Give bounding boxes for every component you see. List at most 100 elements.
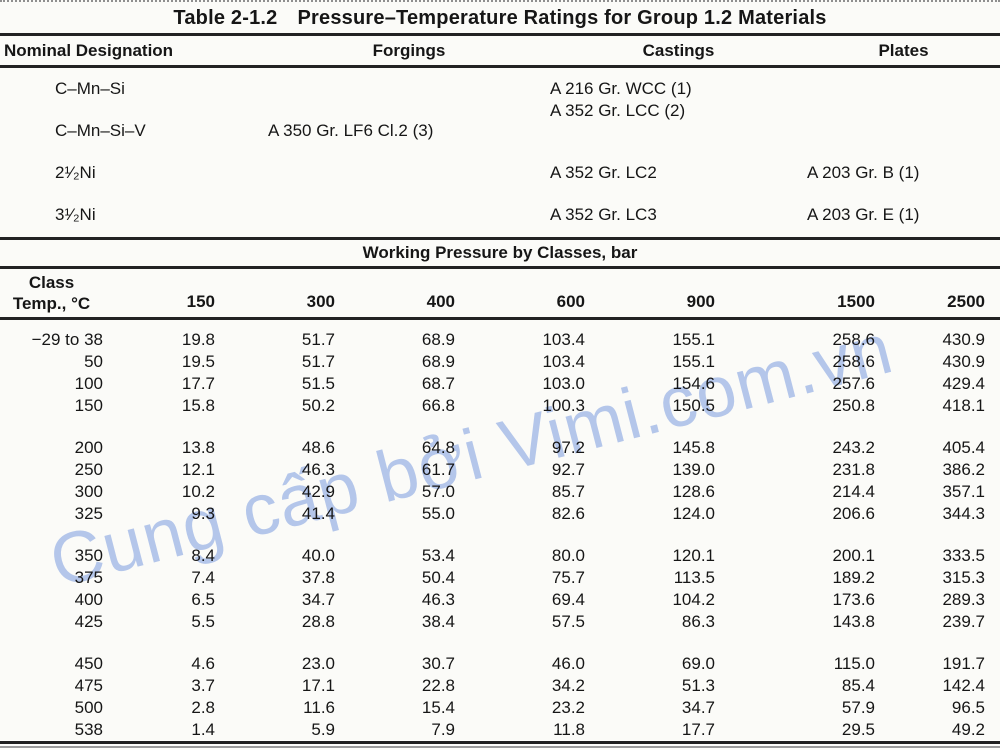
pressure-value-cell: 189.2 xyxy=(832,567,875,587)
col-header-castings: Castings xyxy=(642,40,715,60)
pressure-row: 538 1.4 5.9 7.9 11.8 17.7 29.5 49.2 xyxy=(0,719,1000,741)
pressure-value-cell: 57.9 xyxy=(841,697,875,717)
temp-cell: −29 to 38 xyxy=(31,329,103,349)
pressure-value-cell: 15.4 xyxy=(421,697,455,717)
top-dotted-divider xyxy=(0,0,1000,2)
pressure-value-cell: 64.8 xyxy=(421,437,455,457)
pressure-value-cell: 86.3 xyxy=(681,611,715,631)
pressure-value-cell: 19.8 xyxy=(181,329,215,349)
pressure-value-cell: 46.3 xyxy=(301,459,335,479)
table-title: Table 2-1.2 Pressure–Temperature Ratings … xyxy=(0,2,1000,33)
pressure-value-cell: 429.4 xyxy=(942,373,985,393)
temp-cell: 450 xyxy=(74,653,103,673)
pressure-value-cell: 28.8 xyxy=(301,611,335,631)
pressure-row: 325 9.3 41.4 55.0 82.6 124.0 206.6 344.3 xyxy=(0,503,1000,525)
pressure-value-cell: 4.6 xyxy=(191,653,215,673)
class-header-row: Class Temp., °C 150 300 400 600 900 1500… xyxy=(0,269,1000,320)
pressure-value-cell: 357.1 xyxy=(942,481,985,501)
temp-cell: 375 xyxy=(74,567,103,587)
material-designation: C–Mn–Si–V xyxy=(55,121,146,140)
pressure-value-cell: 38.4 xyxy=(421,611,455,631)
pressure-value-cell: 23.2 xyxy=(551,697,585,717)
material-row: 2¹⁄₂Ni A 352 Gr. LC2 A 203 Gr. B (1) xyxy=(0,162,1000,204)
pressure-value-cell: 34.2 xyxy=(551,675,585,695)
material-forgings: A 350 Gr. LF6 Cl.2 (3) xyxy=(268,121,434,140)
pressure-value-cell: 50.4 xyxy=(421,567,455,587)
pressure-value-cell: 10.2 xyxy=(181,481,215,501)
pressure-row: 100 17.7 51.5 68.7 103.0 154.6 257.6 429.4 xyxy=(0,373,1000,395)
pressure-row: 500 2.8 11.6 15.4 23.2 34.7 57.9 96.5 xyxy=(0,697,1000,719)
pressure-value-cell: 34.7 xyxy=(681,697,715,717)
pressure-row: 200 13.8 48.6 64.8 97.2 145.8 243.2 405.4 xyxy=(0,437,1000,459)
pressure-value-cell: 120.1 xyxy=(672,545,715,565)
table-title-text: Pressure–Temperature Ratings for Group 1… xyxy=(297,7,827,29)
pressure-value-cell: 333.5 xyxy=(942,545,985,565)
pressure-value-cell: 17.1 xyxy=(301,675,335,695)
group-spacer-row xyxy=(0,633,1000,653)
materials-rows: C–Mn–Si A 216 Gr. WCC (1) A 352 Gr. LCC … xyxy=(0,68,1000,237)
col-header-forgings: Forgings xyxy=(372,40,446,60)
temp-cell: 475 xyxy=(74,675,103,695)
pressure-value-cell: 7.4 xyxy=(191,567,215,587)
temp-cell: 150 xyxy=(74,395,103,415)
temp-cell: 325 xyxy=(74,503,103,523)
pressure-value-cell: 214.4 xyxy=(832,481,875,501)
pressure-value-cell: 5.5 xyxy=(191,611,215,631)
pressure-value-cell: 42.9 xyxy=(301,481,335,501)
temp-unit-label: Temp., °C xyxy=(12,294,91,313)
pressure-value-cell: 6.5 xyxy=(191,589,215,609)
class-header-1500: 1500 xyxy=(715,269,875,320)
pressure-value-cell: 61.7 xyxy=(421,459,455,479)
pressure-value-cell: 51.5 xyxy=(301,373,335,393)
material-castings: A 216 Gr. WCC (1) A 352 Gr. LCC (2) xyxy=(550,78,807,122)
temp-cell: 425 xyxy=(74,611,103,631)
pressure-value-cell: 124.0 xyxy=(672,503,715,523)
material-row: C–Mn–Si A 216 Gr. WCC (1) A 352 Gr. LCC … xyxy=(0,78,1000,120)
pressure-value-cell: 250.8 xyxy=(832,395,875,415)
material-plates: A 203 Gr. B (1) xyxy=(807,163,920,182)
col-header-nominal-designation: Nominal Designation xyxy=(4,40,174,60)
pressure-value-cell: 37.8 xyxy=(301,567,335,587)
pressure-value-cell: 430.9 xyxy=(942,329,985,349)
pressure-value-cell: 51.7 xyxy=(301,351,335,371)
pressure-value-cell: 23.0 xyxy=(301,653,335,673)
pressure-value-cell: 48.6 xyxy=(301,437,335,457)
pressure-value-cell: 80.0 xyxy=(551,545,585,565)
pressure-value-cell: 85.4 xyxy=(841,675,875,695)
working-pressure-band: Working Pressure by Classes, bar xyxy=(362,243,638,262)
temp-cell: 400 xyxy=(74,589,103,609)
pressure-value-cell: 405.4 xyxy=(942,437,985,457)
pressure-value-cell: 128.6 xyxy=(672,481,715,501)
pressure-value-cell: 155.1 xyxy=(672,351,715,371)
pressure-value-cell: 7.9 xyxy=(431,719,455,739)
pressure-value-cell: 13.8 xyxy=(181,437,215,457)
pressure-value-cell: 143.8 xyxy=(832,611,875,631)
pressure-row: 250 12.1 46.3 61.7 92.7 139.0 231.8 386.2 xyxy=(0,459,1000,481)
pressure-value-cell: 92.7 xyxy=(551,459,585,479)
pressure-value-cell: 49.2 xyxy=(951,719,985,739)
pressure-value-cell: 12.1 xyxy=(181,459,215,479)
material-castings: A 352 Gr. LC2 xyxy=(550,163,657,182)
pressure-value-cell: 41.4 xyxy=(301,503,335,523)
pressure-value-cell: 75.7 xyxy=(551,567,585,587)
pressure-value-cell: 113.5 xyxy=(673,567,715,587)
material-designation: 2¹⁄₂Ni xyxy=(55,163,96,182)
pressure-value-cell: 243.2 xyxy=(832,437,875,457)
pressure-value-cell: 103.4 xyxy=(542,329,585,349)
temp-cell: 200 xyxy=(74,437,103,457)
pressure-value-cell: 258.6 xyxy=(832,351,875,371)
pressure-value-cell: 200.1 xyxy=(832,545,875,565)
pressure-row: 400 6.5 34.7 46.3 69.4 104.2 173.6 289.3 xyxy=(0,589,1000,611)
temp-column-header: Class Temp., °C xyxy=(0,269,103,320)
pressure-value-cell: 191.7 xyxy=(942,653,985,673)
pressure-value-cell: 96.5 xyxy=(951,697,985,717)
pressure-value-cell: 139.0 xyxy=(672,459,715,479)
pressure-value-cell: 418.1 xyxy=(942,395,985,415)
material-row: 3¹⁄₂Ni A 352 Gr. LC3 A 203 Gr. E (1) xyxy=(0,204,1000,237)
pressure-value-cell: 17.7 xyxy=(681,719,715,739)
pressure-value-cell: 68.7 xyxy=(421,373,455,393)
pressure-value-cell: 430.9 xyxy=(942,351,985,371)
pressure-value-cell: 40.0 xyxy=(301,545,335,565)
pressure-value-cell: 46.0 xyxy=(551,653,585,673)
